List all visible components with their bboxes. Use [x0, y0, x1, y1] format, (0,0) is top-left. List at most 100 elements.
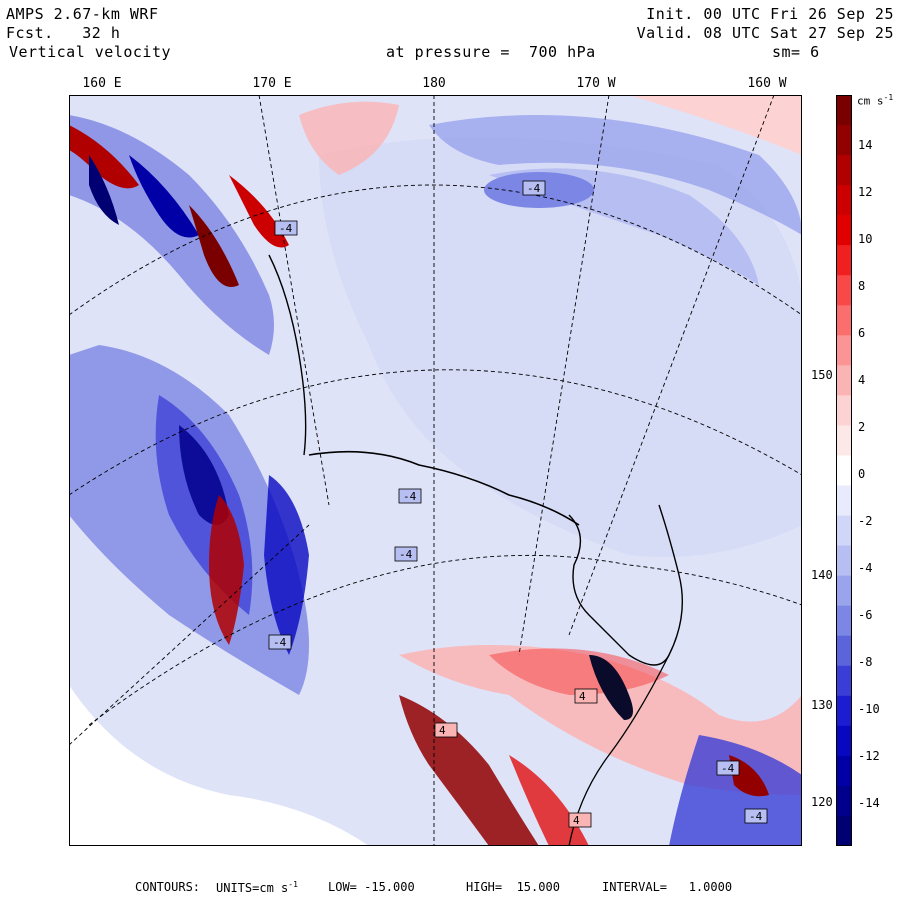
contour-box-6	[574, 688, 598, 704]
contour-label-6: 4	[579, 690, 586, 703]
valid-time: Valid. 08 UTC Sat 27 Sep 25	[636, 24, 894, 42]
colorbar-segment	[836, 125, 852, 156]
contour-box-5	[268, 634, 292, 650]
coastline-east	[568, 504, 683, 666]
forecast-hour: Fcst. 32 h	[6, 24, 121, 42]
red-core-south	[489, 648, 669, 695]
contour-label-10: -4	[749, 810, 763, 823]
field-name: Vertical velocity	[9, 43, 172, 61]
colorbar-segment	[836, 815, 852, 846]
contour-box-9	[568, 812, 592, 828]
blue-cluster-se	[669, 735, 802, 846]
red-wave-column	[209, 495, 244, 645]
colorbar	[836, 95, 852, 846]
colorbar-unit: cm s-1	[857, 93, 894, 108]
pink-patch-ne	[629, 95, 802, 155]
contour-box-4	[394, 546, 418, 562]
lat-circle-2	[69, 369, 802, 496]
contour-label-2: -4	[279, 222, 293, 235]
blue-wave-column	[264, 475, 309, 655]
red-wave-1	[69, 125, 139, 189]
colorbar-tick-label: -8	[858, 655, 873, 669]
contour-box-3	[398, 488, 422, 504]
colorbar-segment	[836, 305, 852, 336]
contour-box-1	[522, 180, 546, 196]
lon-label-180: 180	[422, 76, 446, 91]
colorbar-tick-label: -12	[858, 749, 880, 763]
lat-circle-1	[69, 184, 802, 316]
colorbar-tick-label: -4	[858, 561, 873, 575]
lon-line-160w	[568, 95, 775, 636]
footer-contours: CONTOURS:	[135, 880, 201, 894]
colorbar-tick-label: 2	[858, 420, 866, 434]
colorbar-segment	[836, 455, 852, 487]
colorbar-segment	[836, 695, 852, 727]
contour-label-9: 4	[573, 814, 580, 827]
colorbar-tick-label: 4	[858, 373, 866, 387]
lon-label-170e: 170 E	[252, 76, 292, 91]
red-wave-3	[229, 175, 289, 248]
colorbar-tick-label: 6	[858, 326, 866, 340]
lon-label-170w: 170 W	[576, 76, 616, 91]
colorbar-segment	[836, 365, 852, 396]
dark-feature	[589, 655, 633, 720]
colorbar-segment	[836, 425, 852, 456]
colorbar-segment	[836, 95, 852, 126]
colorbar-segment	[836, 335, 852, 366]
contour-box-8	[716, 760, 740, 776]
footer-low: LOW= -15.000	[328, 880, 415, 894]
colorbar-tick-label: 12	[858, 185, 873, 199]
lon-label-160e: 160 E	[82, 76, 122, 91]
colorbar-segment	[836, 185, 852, 216]
colorbar-tick-label: -10	[858, 702, 880, 716]
lon-line-170e	[258, 95, 330, 506]
contour-label-1: -4	[527, 182, 541, 195]
colorbar-tick-label: 14	[858, 138, 873, 152]
colorbar-segment	[836, 605, 852, 637]
colorbar-frame	[836, 95, 852, 846]
contour-label-3: -4	[403, 490, 417, 503]
contour-label-7: 4	[439, 724, 446, 737]
colorbar-segment	[836, 665, 852, 697]
colorbar-tick-label: -14	[858, 796, 880, 810]
north-blue-arc	[429, 115, 802, 235]
colorbar-tick-label: 0	[858, 467, 866, 481]
colorbar-segment	[836, 635, 852, 667]
map-frame	[69, 95, 802, 846]
colorbar-segment	[836, 245, 852, 276]
colorbar-tick-label: -2	[858, 514, 873, 528]
contour-box-2	[274, 220, 298, 236]
coastline-west	[268, 254, 307, 456]
contour-label-5: -4	[273, 636, 287, 649]
colorbar-segment	[836, 485, 852, 517]
smoothing-value: sm= 6	[772, 43, 820, 61]
lon-label-160w: 160 W	[747, 76, 787, 91]
contour-label-4: -4	[399, 548, 413, 561]
vertical-velocity-map: -4 -4 -4 -4 -4 4 4 -4 4 -4	[69, 95, 802, 846]
colorbar-segment	[836, 575, 852, 607]
colorbar-tick-label: 10	[858, 232, 873, 246]
model-title: AMPS 2.67-km WRF	[6, 5, 159, 23]
pink-patch-north	[299, 101, 399, 175]
contour-box-10	[744, 808, 768, 824]
colorbar-segment	[836, 755, 852, 787]
colorbar-segment	[836, 155, 852, 186]
blue-wave-1	[129, 155, 199, 238]
deep-blue-core	[179, 425, 229, 525]
colorbar-segment	[836, 395, 852, 426]
contour-label-8: -4	[721, 762, 735, 775]
footer-units: UNITS=cm s-1	[216, 880, 298, 895]
red-wave-2	[189, 205, 239, 287]
contour-box-7	[434, 722, 458, 738]
contour-label-group: -4 -4 -4 -4 -4 4 4 -4 4 -4	[268, 180, 768, 828]
colorbar-segment	[836, 215, 852, 246]
colorbar-tick-label: 8	[858, 279, 866, 293]
pressure-level: at pressure = 700 hPa	[386, 43, 596, 61]
init-time: Init. 00 UTC Fri 26 Sep 25	[646, 5, 894, 23]
colorbar-segment	[836, 785, 852, 817]
lon-line-west	[69, 524, 310, 746]
lat-circle-3	[88, 554, 802, 726]
outside-domain	[69, 685, 369, 846]
blue-wave-2	[89, 155, 119, 225]
footer-interval: INTERVAL= 1.0000	[602, 880, 733, 894]
